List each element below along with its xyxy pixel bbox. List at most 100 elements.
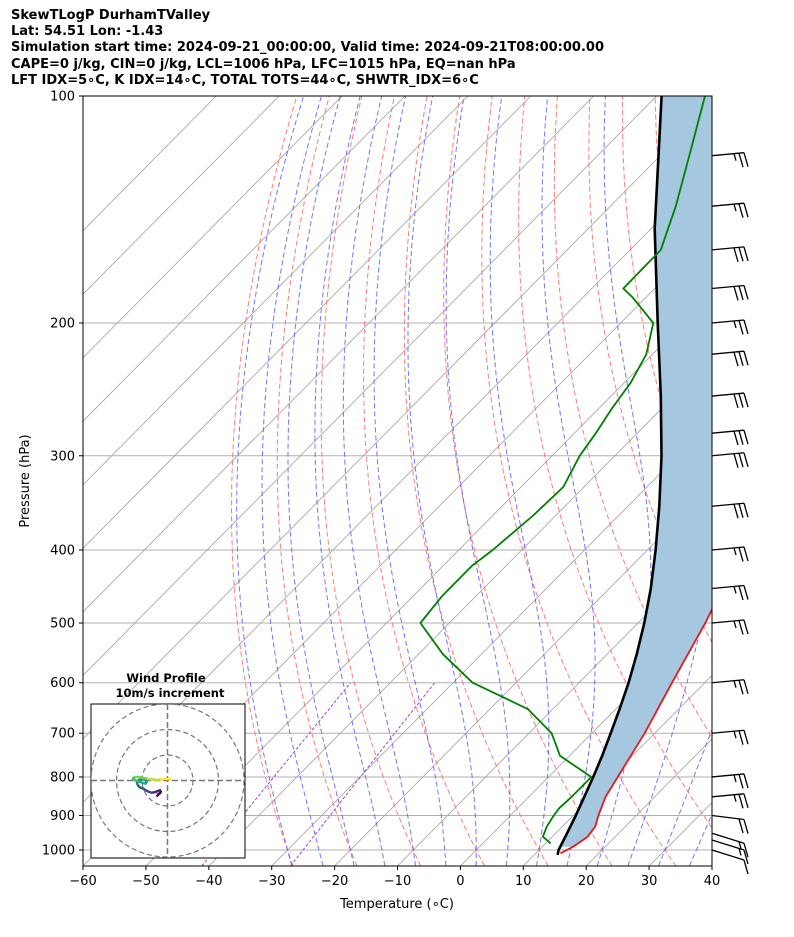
barb-staff xyxy=(711,619,745,624)
barb-staff xyxy=(711,793,745,798)
barb-flag xyxy=(733,351,739,367)
title-line-station: SkewTLogP DurhamTValley xyxy=(11,8,211,23)
barb-flag xyxy=(738,774,744,789)
moist-adiabat--20 xyxy=(287,96,355,866)
barb-flag xyxy=(743,793,749,808)
wind-barb xyxy=(711,839,749,865)
dry-adiabat--10 xyxy=(320,96,422,866)
barb-flag xyxy=(743,849,749,865)
barb-flag xyxy=(733,430,739,446)
barb-flag xyxy=(738,320,744,335)
chart-title: SkewTLogP DurhamTValley Lat: 54.51 Lon: … xyxy=(11,8,604,89)
isotherm--10 xyxy=(397,547,712,866)
wind-barb xyxy=(711,832,749,858)
barb-flag xyxy=(743,819,749,834)
moist-adiabat--5 xyxy=(373,96,447,866)
isotherm--140 xyxy=(83,96,343,359)
wind-barbs xyxy=(711,152,749,875)
barb-flag xyxy=(743,246,749,262)
barb-flag xyxy=(738,285,744,301)
barb-half-flag xyxy=(733,153,737,161)
barb-staff xyxy=(711,773,745,778)
barb-half-flag xyxy=(738,848,742,856)
y-tick-label: 300 xyxy=(50,449,75,464)
wind-barb xyxy=(711,429,749,446)
temperature-line xyxy=(559,607,712,855)
moist-adiabat-5 xyxy=(445,96,511,866)
isotherm--110 xyxy=(83,96,532,549)
barb-staff xyxy=(711,584,745,590)
barb-half-flag xyxy=(733,730,737,739)
barb-staff xyxy=(711,679,745,684)
barb-half-flag xyxy=(733,203,737,212)
moist-adiabat-25 xyxy=(627,96,712,866)
barb-half-flag xyxy=(733,320,737,329)
barb-flag xyxy=(743,859,749,875)
wind-barb xyxy=(711,546,749,562)
isotherm-50 xyxy=(775,96,794,866)
x-tick-label: −60 xyxy=(69,874,96,889)
dry-adiabat-110 xyxy=(753,96,794,866)
barb-half-flag xyxy=(733,794,737,802)
isotherm--90 xyxy=(83,96,657,676)
wind-barb xyxy=(711,584,749,601)
barb-flag xyxy=(743,730,749,745)
mixing-ratio-line xyxy=(290,682,436,866)
x-tick-label: 10 xyxy=(515,874,532,889)
x-tick-label: −40 xyxy=(195,874,222,889)
barb-flag xyxy=(743,319,749,335)
y-tick-label: 900 xyxy=(50,809,75,824)
y-tick-label: 200 xyxy=(50,316,75,331)
wind-barb xyxy=(711,814,749,834)
x-tick-label: −30 xyxy=(258,874,285,889)
wind-barb xyxy=(711,284,749,301)
barb-flag xyxy=(738,203,744,218)
isotherm--30 xyxy=(271,420,712,866)
barb-flag xyxy=(743,843,749,858)
wind-barb xyxy=(711,619,749,635)
x-tick-label: 40 xyxy=(704,874,721,889)
barb-flag xyxy=(743,585,749,600)
dry-adiabat--20 xyxy=(276,96,358,866)
x-tick-label: −20 xyxy=(321,874,348,889)
y-axis-label: Pressure (hPa) xyxy=(18,434,33,527)
isotherm-10 xyxy=(523,674,712,866)
moist-adiabat--10 xyxy=(342,96,416,866)
barb-staff xyxy=(711,319,745,324)
title-line-stability: LFT IDX=5∘C, K IDX=14∘C, TOTAL TOTS=44∘C… xyxy=(11,72,479,88)
isotherm--120 xyxy=(83,96,469,486)
title-line-times: Simulation start time: 2024-09-21_00:00:… xyxy=(11,40,604,56)
barb-staff xyxy=(711,392,745,397)
barb-flag xyxy=(733,453,739,468)
barb-half-flag xyxy=(738,841,742,849)
y-tick-label: 100 xyxy=(50,90,75,105)
dry-adiabat-40 xyxy=(518,96,712,829)
barb-staff xyxy=(711,284,745,290)
isotherm--160 xyxy=(83,96,217,232)
barb-staff xyxy=(711,202,745,207)
moist-adiabat-0 xyxy=(407,96,477,866)
dry-adiabat-120 xyxy=(786,96,794,866)
data-layer xyxy=(419,96,712,856)
barb-staff xyxy=(711,429,745,434)
barb-flag xyxy=(738,620,744,635)
barb-flag xyxy=(738,680,744,695)
barb-flag xyxy=(743,351,749,366)
dry-adiabat-30 xyxy=(481,96,677,866)
barb-half-flag xyxy=(733,547,737,556)
barb-flag xyxy=(733,503,739,519)
barb-staff xyxy=(711,546,745,551)
isotherm-0 xyxy=(460,611,712,866)
barb-staff xyxy=(711,502,745,507)
y-tick-label: 400 xyxy=(50,543,75,558)
barb-flag xyxy=(738,547,744,562)
dry-adiabat-0 xyxy=(363,96,485,866)
y-tick-label: 500 xyxy=(50,617,75,632)
x-tick-label: 20 xyxy=(578,874,595,889)
barb-staff xyxy=(711,839,745,851)
wind-barb xyxy=(711,350,749,367)
dewpoint-line xyxy=(419,96,706,845)
wind-barb xyxy=(711,392,749,409)
y-tick-label: 700 xyxy=(50,727,75,742)
isotherm--130 xyxy=(83,96,406,422)
